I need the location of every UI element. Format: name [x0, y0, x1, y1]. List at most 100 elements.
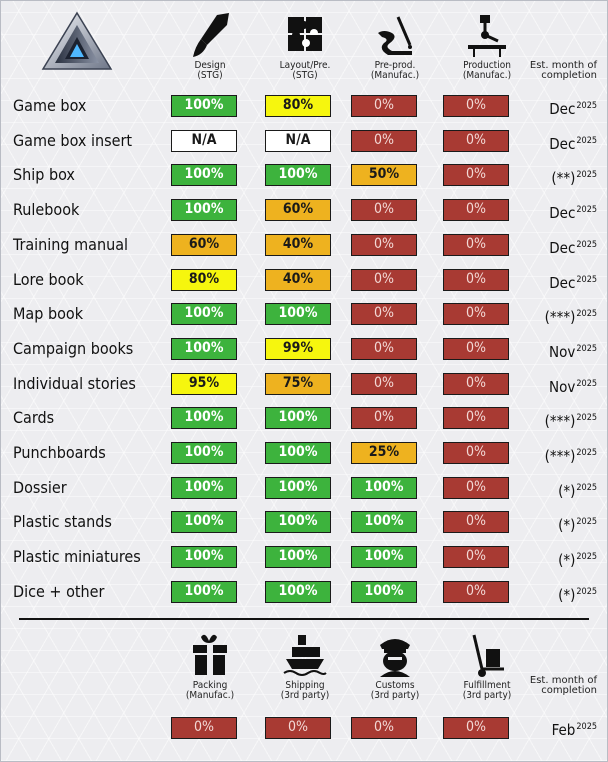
status-cell: 60% [265, 199, 331, 221]
hand-truck-icon [472, 634, 504, 677]
completion-date: Dec2025 [549, 198, 597, 222]
status-cell: 0% [443, 546, 509, 568]
status-cell: 80% [265, 95, 331, 117]
row-label: Punchboards [13, 443, 106, 462]
column-header-production: Production (Manufac.) [441, 1, 533, 81]
status-cell: 25% [351, 442, 417, 464]
column-header-fulfillment: Fulfillment (3rd party) [441, 625, 533, 701]
completion-date: Nov2025 [549, 372, 597, 396]
status-cell: 0% [351, 717, 417, 739]
row-label: Campaign books [13, 339, 134, 358]
completion-month: Dec [549, 135, 576, 153]
column-header-packing: Packing (Manufac.) [164, 625, 256, 701]
completion-date: (*)2025 [558, 510, 597, 534]
status-cell: 0% [351, 303, 417, 325]
completion-year: 2025 [576, 379, 597, 389]
completion-year: 2025 [576, 722, 597, 732]
status-cell: 0% [443, 164, 509, 186]
completion-month: (*) [558, 551, 576, 569]
status-cell: 100% [171, 511, 237, 533]
status-cell: 0% [351, 407, 417, 429]
status-cell: 0% [443, 303, 509, 325]
completion-year: 2025 [576, 309, 597, 319]
row-label: Plastic stands [13, 512, 112, 531]
column-label: Design (STG) [194, 60, 226, 81]
status-cell: 100% [171, 95, 237, 117]
status-cell: 75% [265, 373, 331, 395]
status-cell: 50% [351, 164, 417, 186]
row-label: Dossier [13, 478, 67, 497]
status-cell: 0% [443, 130, 509, 152]
est-completion-header: Est. month of completion [529, 60, 597, 81]
completion-month: Dec [549, 204, 576, 222]
status-cell: N/A [171, 130, 237, 152]
completion-date: Dec2025 [549, 129, 597, 153]
completion-month: (***) [544, 412, 576, 430]
completion-year: 2025 [576, 205, 597, 215]
completion-month: Dec [549, 239, 576, 257]
row-label: Game box insert [13, 131, 133, 150]
status-cell: 100% [265, 442, 331, 464]
status-cell: 0% [443, 442, 509, 464]
row-label: Dice + other [13, 582, 105, 601]
status-cell: 100% [351, 546, 417, 568]
status-cell: 0% [443, 717, 509, 739]
status-cell: 0% [443, 234, 509, 256]
column-label: Fulfillment (3rd party) [462, 680, 512, 701]
column-label: Shipping (3rd party) [280, 680, 330, 701]
status-cell: 100% [171, 199, 237, 221]
status-cell: 0% [351, 234, 417, 256]
status-cell: 99% [265, 338, 331, 360]
status-cell: N/A [265, 130, 331, 152]
completion-date: (*)2025 [558, 476, 597, 500]
completion-year: 2025 [576, 275, 597, 285]
status-cell: 0% [171, 717, 237, 739]
completion-date: Feb2025 [552, 715, 597, 739]
status-cell: 100% [351, 581, 417, 603]
column-label: Layout/Pre. (STG) [279, 60, 331, 81]
completion-date: (**)2025 [551, 163, 597, 187]
completion-year: 2025 [576, 240, 597, 250]
completion-date: (***)2025 [545, 302, 597, 326]
status-cell: 100% [171, 164, 237, 186]
completion-month: (***) [544, 447, 576, 465]
completion-month: (*) [558, 586, 576, 604]
status-cell: 100% [351, 477, 417, 499]
status-cell: 0% [351, 199, 417, 221]
completion-month: (***) [544, 308, 576, 326]
est-completion-footer: Est. month of completion [529, 675, 597, 696]
paintbrush-icon [193, 13, 229, 57]
status-cell: 0% [443, 269, 509, 291]
column-label: Packing (Manufac.) [185, 680, 235, 701]
company-logo [41, 11, 113, 70]
status-cell: 0% [351, 95, 417, 117]
status-cell: 60% [171, 234, 237, 256]
column-header-layout: Layout/Pre. (STG) [259, 1, 351, 81]
status-cell: 0% [443, 581, 509, 603]
row-label: Individual stories [13, 374, 136, 393]
completion-year: 2025 [576, 101, 597, 111]
status-cell: 0% [351, 130, 417, 152]
status-cell: 0% [443, 95, 509, 117]
status-cell: 100% [265, 407, 331, 429]
status-cell: 100% [265, 546, 331, 568]
completion-month: Nov [549, 343, 576, 361]
status-cell: 0% [443, 407, 509, 429]
status-cell: 100% [171, 407, 237, 429]
status-cell: 100% [265, 511, 331, 533]
row-label: Map book [13, 304, 84, 323]
column-label: Pre-prod. (Manufac.) [370, 60, 420, 81]
completion-date: Nov2025 [549, 337, 597, 361]
status-cell: 0% [443, 477, 509, 499]
column-header-design: Design (STG) [164, 1, 256, 81]
status-cell: 80% [171, 269, 237, 291]
status-cell: 0% [443, 199, 509, 221]
row-label: Cards [13, 408, 55, 427]
completion-year: 2025 [576, 344, 597, 354]
completion-date: (***)2025 [545, 406, 597, 430]
status-cell: 100% [171, 546, 237, 568]
completion-date: (*)2025 [558, 580, 597, 604]
completion-year: 2025 [576, 483, 597, 493]
column-label: Production (Manufac.) [462, 60, 512, 81]
